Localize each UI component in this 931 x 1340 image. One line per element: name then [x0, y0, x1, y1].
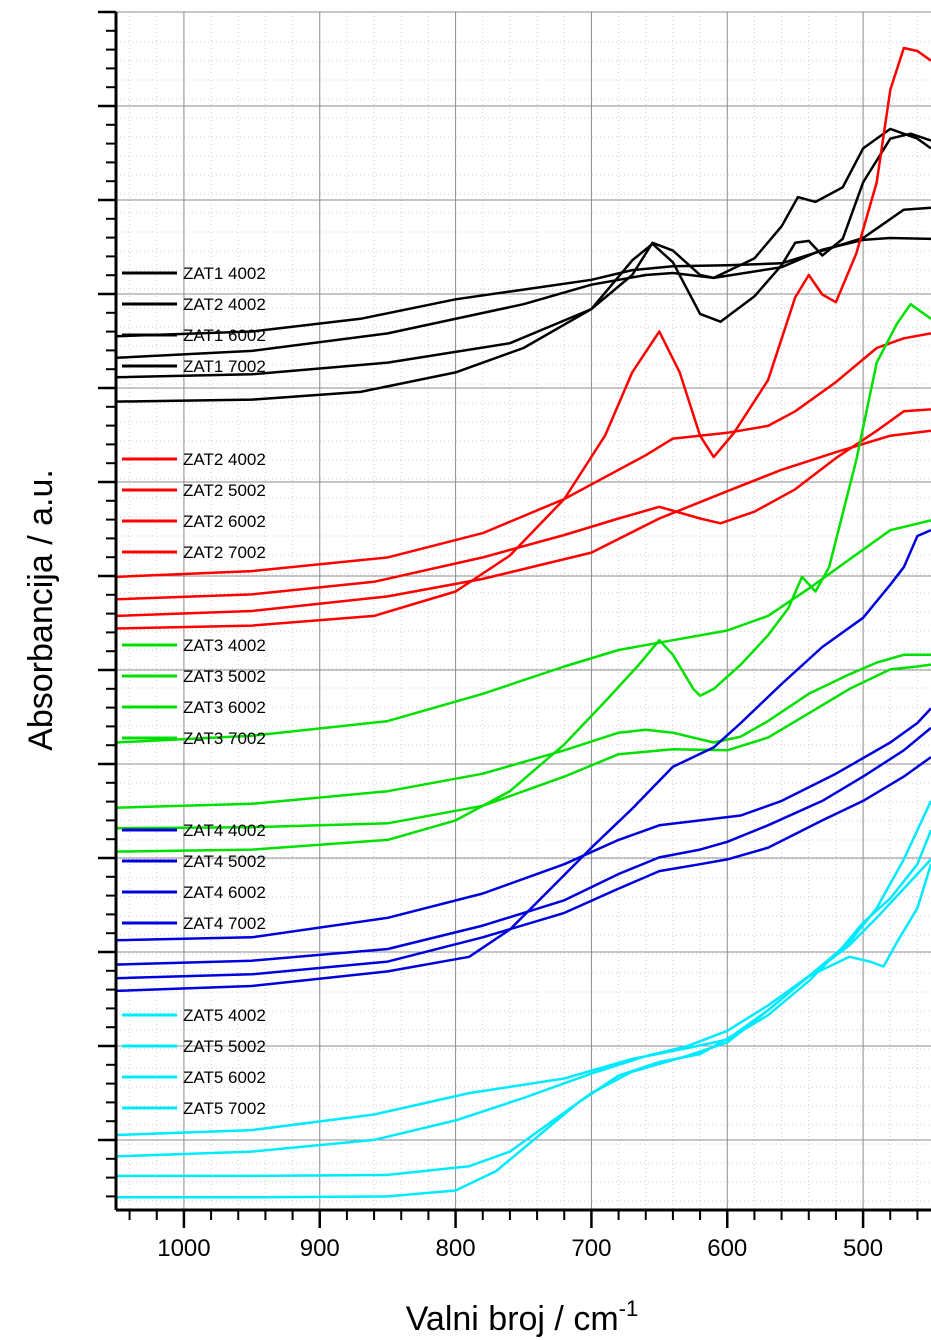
series-line	[115, 132, 931, 403]
legend: ZAT1 4002 ZAT2 4002 ZAT1 6002 ZAT1 7002 ZAT2…	[122, 264, 266, 1118]
series-line	[115, 46, 931, 630]
series-line	[115, 663, 931, 830]
legend-label: ZAT2 6002	[183, 512, 266, 531]
series-line	[115, 206, 931, 338]
series-line	[115, 408, 931, 601]
legend-label: ZAT4 7002	[183, 914, 266, 933]
series-line	[115, 756, 931, 980]
series-line	[115, 726, 931, 966]
x-tick-label: 500	[843, 1235, 883, 1262]
legend-label: ZAT1 4002	[183, 264, 266, 283]
x-axis-title-superscript: -1	[619, 1296, 639, 1321]
legend-label: ZAT2 7002	[183, 543, 266, 562]
y-axis-title: Absorbancija / a.u.	[22, 469, 60, 751]
legend-label: ZAT4 5002	[183, 852, 266, 871]
legend-label: ZAT5 7002	[183, 1099, 266, 1118]
legend-label: ZAT2 4002	[183, 450, 266, 469]
legend-label: ZAT1 7002	[183, 357, 266, 376]
series-line	[115, 829, 931, 1137]
x-ticks: 1000 900 800 700 600 500	[128, 1210, 919, 1262]
axes	[98, 10, 931, 1212]
legend-label: ZAT3 5002	[183, 667, 266, 686]
series-line	[116, 858, 931, 1178]
legend-label: ZAT3 7002	[183, 729, 266, 748]
series-layer	[115, 46, 931, 1199]
legend-label: ZAT5 4002	[183, 1006, 266, 1025]
series-line	[115, 529, 931, 993]
series-line	[115, 653, 931, 809]
legend-label: ZAT4 4002	[183, 821, 266, 840]
series-line	[115, 332, 931, 579]
series-line	[115, 707, 931, 942]
legend-label: ZAT5 5002	[183, 1037, 266, 1056]
series-line	[115, 236, 931, 360]
x-tick-label: 900	[300, 1235, 340, 1262]
x-tick-label: 1000	[157, 1235, 210, 1262]
legend-label: ZAT1 6002	[183, 326, 266, 345]
series-line	[115, 302, 931, 853]
series-line	[115, 127, 931, 379]
legend-label: ZAT3 4002	[183, 636, 266, 655]
x-axis-title-main: Valni broj / cm	[406, 1300, 619, 1338]
legend-label: ZAT2 4002	[183, 295, 266, 314]
series-line	[115, 519, 931, 744]
legend-label: ZAT3 6002	[183, 698, 266, 717]
legend-label: ZAT2 5002	[183, 481, 266, 500]
x-tick-label: 800	[436, 1235, 476, 1262]
x-tick-label: 700	[571, 1235, 611, 1262]
x-tick-label: 600	[707, 1235, 747, 1262]
series-line	[115, 863, 931, 1158]
legend-label: ZAT5 6002	[183, 1068, 266, 1087]
legend-label: ZAT4 6002	[183, 883, 266, 902]
series-line	[116, 800, 931, 1199]
x-axis-title: Valni broj / cm-1	[406, 1296, 638, 1338]
